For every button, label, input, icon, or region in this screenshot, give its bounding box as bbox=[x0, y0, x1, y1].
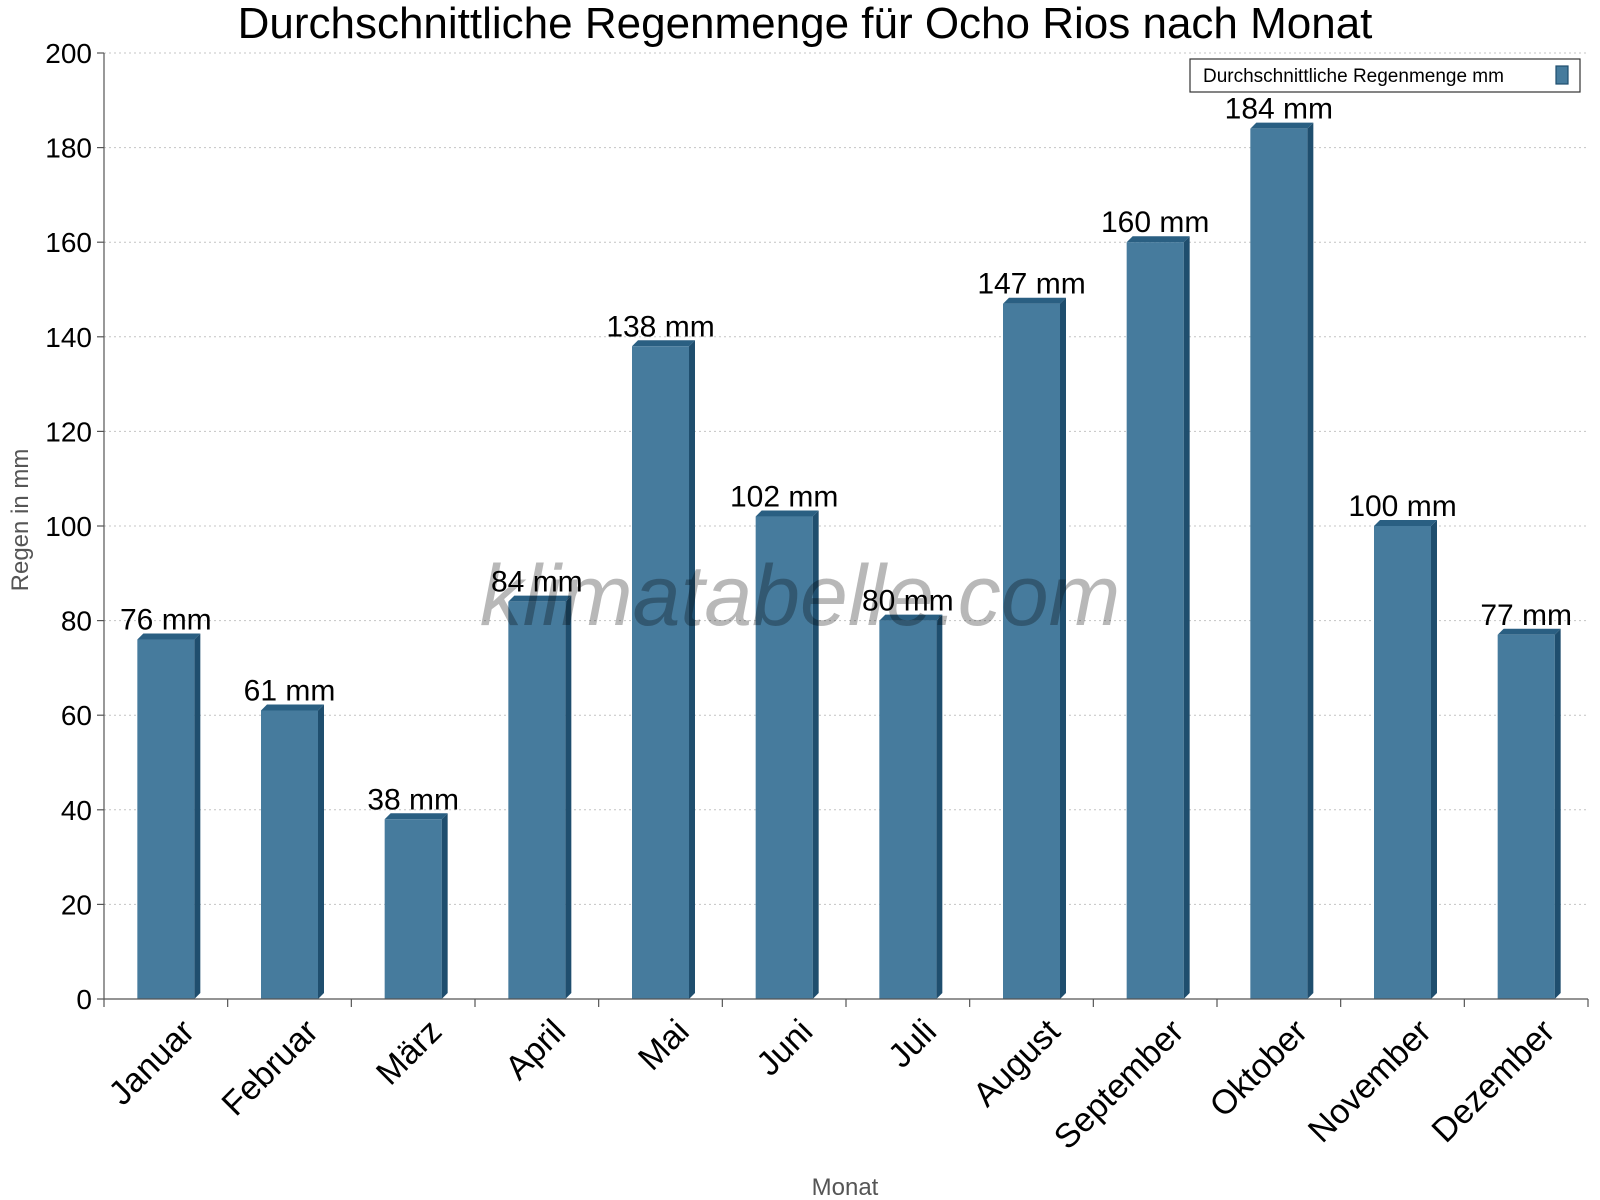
bar-9 bbox=[1126, 236, 1190, 999]
bar-side bbox=[812, 510, 819, 999]
data-label: 84 mm bbox=[491, 566, 583, 599]
bar-3 bbox=[384, 813, 448, 999]
bar-5 bbox=[632, 340, 695, 999]
bar-side bbox=[441, 813, 448, 999]
bar-front bbox=[755, 516, 813, 999]
bar-side bbox=[1060, 297, 1066, 999]
bar-top bbox=[879, 614, 943, 621]
gridlines bbox=[104, 52, 1588, 905]
bar-side bbox=[1554, 628, 1561, 999]
bar-front bbox=[261, 710, 318, 999]
data-labels: 76 mm 61 mm 38 mm 84 mm 138 mm 102 mm 80 mm 147… bbox=[120, 93, 1572, 817]
bar-top bbox=[261, 704, 324, 711]
bars bbox=[137, 122, 1561, 1000]
bar-side bbox=[1307, 122, 1314, 1000]
bar-12 bbox=[1497, 628, 1561, 999]
y-tick-label: 180 bbox=[45, 133, 92, 164]
bar-front bbox=[1126, 242, 1184, 999]
x-tick-label: Dezember bbox=[1425, 1012, 1563, 1150]
bar-front bbox=[1250, 128, 1308, 999]
bar-11 bbox=[1374, 520, 1437, 999]
data-label: 77 mm bbox=[1480, 599, 1572, 632]
bar-front bbox=[632, 346, 689, 999]
y-tick-label: 80 bbox=[61, 606, 92, 637]
x-axis-title: Monat bbox=[812, 1174, 879, 1200]
x-tick-label: April bbox=[498, 1012, 573, 1087]
bar-front bbox=[1003, 303, 1060, 999]
data-label: 138 mm bbox=[606, 310, 714, 343]
legend-label: Durchschnittliche Regenmenge mm bbox=[1203, 66, 1504, 87]
bar-10 bbox=[1250, 122, 1314, 1000]
bar-side bbox=[194, 633, 201, 999]
y-tick-label: 120 bbox=[45, 416, 92, 447]
legend: Durchschnittliche Regenmenge mm bbox=[1189, 58, 1581, 93]
bar-side bbox=[936, 614, 943, 999]
bar-top bbox=[632, 340, 695, 347]
chart-title: Durchschnittliche Regenmenge für Ocho Ri… bbox=[238, 0, 1373, 48]
bar-1 bbox=[137, 633, 201, 999]
x-tick-label: März bbox=[369, 1012, 449, 1092]
bar-top bbox=[384, 813, 448, 820]
bar-2 bbox=[261, 704, 324, 999]
bar-side bbox=[318, 704, 324, 999]
bar-top bbox=[1126, 236, 1190, 243]
bar-front bbox=[384, 819, 442, 999]
data-label: 184 mm bbox=[1225, 93, 1333, 126]
data-label: 160 mm bbox=[1101, 206, 1209, 239]
y-axis-title: Regen in mm bbox=[7, 449, 34, 592]
bar-front bbox=[879, 620, 937, 999]
bar-top bbox=[1497, 628, 1561, 635]
legend-swatch bbox=[1555, 65, 1569, 85]
bar-front bbox=[508, 601, 566, 999]
y-tick-label: 100 bbox=[45, 511, 92, 542]
data-label: 38 mm bbox=[367, 783, 459, 816]
x-tick-label: Mai bbox=[631, 1012, 697, 1078]
bar-4 bbox=[508, 595, 572, 999]
watermark: klimatabelle.com bbox=[480, 548, 1120, 644]
bar-top bbox=[1374, 520, 1437, 526]
x-tick-label: Oktober bbox=[1203, 1012, 1315, 1124]
x-tick-label: August bbox=[966, 1012, 1068, 1114]
bar-top bbox=[508, 595, 572, 602]
y-tick-label: 140 bbox=[45, 322, 92, 353]
y-tick-label: 60 bbox=[61, 700, 92, 731]
bar-side bbox=[1183, 236, 1190, 999]
y-tick-label: 200 bbox=[45, 38, 92, 69]
x-tick-label: Januar bbox=[102, 1012, 202, 1112]
bar-top bbox=[755, 510, 819, 517]
bar-side bbox=[565, 595, 572, 999]
x-tick-label: September bbox=[1047, 1012, 1191, 1156]
y-tick-label: 160 bbox=[45, 227, 92, 258]
bar-front bbox=[1374, 526, 1431, 999]
data-label: 102 mm bbox=[730, 481, 838, 514]
bar-front bbox=[137, 639, 195, 999]
bar-7 bbox=[879, 614, 943, 999]
y-tick-label: 40 bbox=[61, 795, 92, 826]
bar-6 bbox=[755, 510, 819, 999]
bar-side bbox=[689, 340, 695, 999]
bar-8 bbox=[1003, 297, 1066, 999]
bar-front bbox=[1497, 634, 1555, 999]
data-label: 61 mm bbox=[244, 674, 336, 707]
bar-top bbox=[137, 633, 201, 640]
data-label: 100 mm bbox=[1348, 490, 1456, 523]
x-tick-label: Juli bbox=[881, 1012, 944, 1075]
bar-side bbox=[1431, 520, 1437, 999]
x-tick-label: Juni bbox=[749, 1012, 820, 1083]
y-tick-label: 20 bbox=[61, 889, 92, 920]
x-tick-label: Februar bbox=[215, 1012, 326, 1123]
legend-box bbox=[1189, 58, 1581, 93]
data-label: 147 mm bbox=[977, 268, 1085, 301]
y-tick-label: 0 bbox=[76, 984, 92, 1015]
data-label: 76 mm bbox=[120, 604, 212, 637]
x-tick-label: November bbox=[1301, 1012, 1439, 1150]
bar-top bbox=[1003, 297, 1066, 304]
bar-top bbox=[1250, 122, 1314, 129]
data-label: 80 mm bbox=[862, 585, 954, 618]
